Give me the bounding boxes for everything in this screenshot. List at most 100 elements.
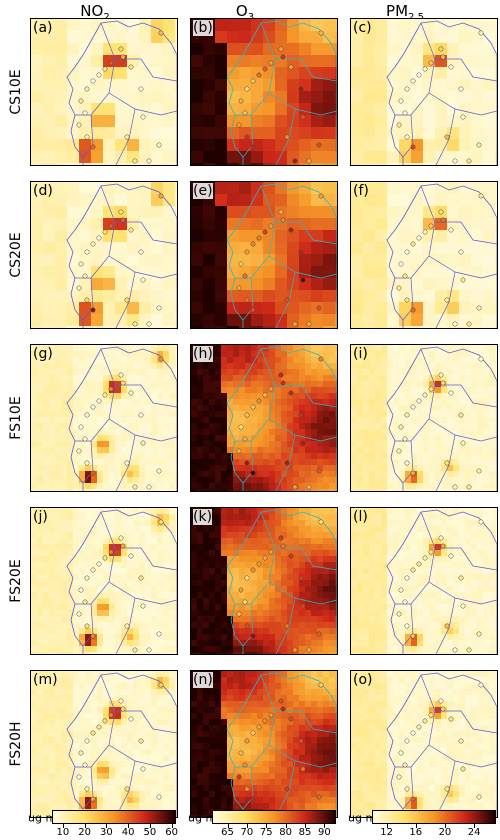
grid-cell [55,345,62,352]
grid-cell [79,628,86,635]
grid-cell [157,411,164,418]
grid-cell [263,544,270,551]
grid-cell [91,357,98,364]
grid-cell [423,435,430,442]
grid-cell [115,586,122,593]
province-border [268,255,337,279]
grid-cell [133,381,140,388]
grid-cell [97,538,104,545]
grid-cell [489,508,496,515]
grid-cell [127,610,134,617]
grid-cell [311,254,324,267]
grid-cell [363,393,370,400]
station-marker [316,631,322,637]
station-marker [244,86,250,92]
grid-cell [239,230,252,243]
grid-cell [233,646,240,653]
grid-cell [375,127,388,140]
grid-cell [375,19,388,32]
grid-cell [85,441,92,448]
grid-cell [311,230,324,243]
grid-cell [215,242,228,255]
grid-cell [317,532,324,539]
grid-cell [387,67,400,80]
grid-cell [465,544,472,551]
grid-cell [109,616,116,623]
grid-cell [191,610,198,617]
grid-cell [191,646,198,653]
grid-cell [55,31,68,44]
grid-cell [73,423,80,430]
grid-cell [43,411,50,418]
station-marker [278,535,284,541]
grid-cell [79,218,92,231]
grid-cell [103,103,116,116]
grid-cell [145,465,152,472]
grid-cell [399,182,412,195]
station-marker [288,64,294,70]
grid-cell [483,43,496,56]
grid-cell [429,357,436,364]
grid-cell [31,67,44,80]
grid-cell [191,592,198,599]
grid-cell [495,266,497,279]
grid-cell [197,459,204,466]
grid-cell [323,471,330,478]
grid-cell [435,67,448,80]
grid-cell [287,345,294,352]
grid-cell [139,55,152,68]
grid-cell [127,206,140,219]
map-panel-fs10e-pm: (i) [350,344,498,492]
grid-cell [55,435,62,442]
grid-cell [115,459,122,466]
grid-cell [215,532,222,539]
grid-cell [335,477,337,484]
grid-cell [305,526,312,533]
grid-cell [411,526,418,533]
grid-cell [245,387,252,394]
grid-cell [203,254,216,267]
grid-cell [287,538,294,545]
grid-cell [191,55,204,68]
grid-cell [139,646,146,653]
grid-cell [191,163,204,165]
grid-cell [287,532,294,539]
grid-cell [251,435,258,442]
grid-cell [61,622,68,629]
grid-cell [417,429,424,436]
grid-cell [169,483,176,490]
panel-label: (c) [353,20,372,36]
grid-cell [335,399,337,406]
grid-cell [257,646,264,653]
grid-cell [375,351,382,358]
grid-cell [43,55,56,68]
grid-cell [139,471,146,478]
grid-cell [191,640,198,647]
station-marker [132,484,138,490]
grid-cell [233,514,240,521]
province-border [268,418,337,442]
station-marker [120,380,126,386]
grid-cell [351,550,358,557]
grid-cell [387,151,400,164]
grid-cell [369,616,376,623]
grid-cell [67,556,74,563]
grid-cell [329,550,336,557]
grid-cell [411,520,418,527]
grid-cell [31,91,44,104]
grid-cell [329,556,336,563]
grid-cell [97,405,104,412]
concentration-map [351,182,497,328]
grid-cell [151,514,158,521]
grid-cell [175,508,177,515]
grid-cell [97,526,104,533]
grid-cell [257,417,264,424]
grid-cell [357,351,364,358]
grid-cell [43,218,56,231]
grid-cell [411,592,418,599]
grid-cell [61,471,68,478]
grid-cell [197,634,204,641]
grid-cell [91,592,98,599]
grid-cell [251,67,264,80]
grid-cell [323,550,330,557]
